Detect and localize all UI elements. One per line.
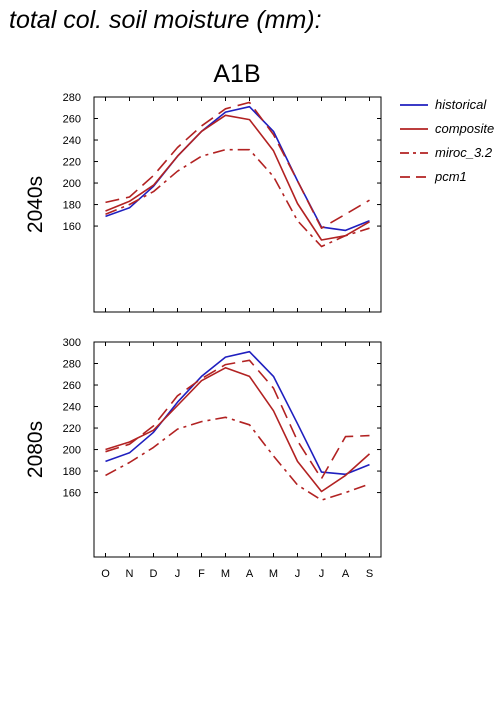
legend-label: pcm1 xyxy=(434,169,467,184)
y-tick-label: 300 xyxy=(63,337,81,349)
y-tick-label: 160 xyxy=(63,221,81,233)
x-tick-label: O xyxy=(101,568,110,580)
y-tick-label: 280 xyxy=(63,92,81,104)
series-line-historical xyxy=(105,105,370,232)
legend-item-miroc-3-2: miroc_3.2 xyxy=(400,145,493,160)
x-tick-label: J xyxy=(295,568,301,580)
y-tick-label: 260 xyxy=(63,114,81,126)
y-tick-label: 260 xyxy=(63,380,81,392)
legend-item-composite: composite xyxy=(400,121,494,136)
y-tick-label: 280 xyxy=(63,359,81,371)
legend-label: composite xyxy=(435,121,494,136)
legend-label: miroc_3.2 xyxy=(435,145,493,160)
chart-title: total col. soil moisture (mm): xyxy=(9,6,322,34)
panel-label: 2080s xyxy=(24,421,47,478)
x-tick-label: N xyxy=(126,568,134,580)
legend-item-historical: historical xyxy=(400,97,487,112)
y-tick-label: 220 xyxy=(63,157,81,169)
series-line-miroc-3-2 xyxy=(105,148,370,248)
scenario-label: A1B xyxy=(213,60,260,88)
x-tick-label: D xyxy=(150,568,158,580)
legend: historical composite miroc_3.2 pcm1 xyxy=(400,97,494,184)
panel-label: 2040s xyxy=(24,176,47,233)
x-tick-label: A xyxy=(342,568,350,580)
x-tick-label: J xyxy=(175,568,181,580)
x-tick-label: M xyxy=(269,568,278,580)
y-tick-label: 220 xyxy=(63,423,81,435)
y-tick-label: 200 xyxy=(63,445,81,457)
series-line-pcm1 xyxy=(105,101,370,229)
x-tick-label: J xyxy=(319,568,325,580)
y-tick-label: 180 xyxy=(63,200,81,212)
panel-2040s: 160 180 200 220 240 260 280 2040s xyxy=(24,92,382,313)
x-tick-label: M xyxy=(221,568,230,580)
x-tick-label: S xyxy=(366,568,373,580)
legend-item-pcm1: pcm1 xyxy=(400,169,467,184)
x-tick-label: A xyxy=(246,568,254,580)
series-line-composite xyxy=(105,366,371,493)
y-tick-label: 180 xyxy=(63,466,81,478)
x-tick-label: F xyxy=(198,568,205,580)
y-tick-label: 240 xyxy=(63,135,81,147)
series-line-composite xyxy=(105,114,370,241)
series-line-miroc-3-2 xyxy=(105,416,370,501)
y-tick-label: 160 xyxy=(63,488,81,500)
plot-frame xyxy=(93,96,382,313)
panels: 160 180 200 220 240 260 280 2040s 160 180 200 220 24… xyxy=(24,92,382,580)
y-tick-label: 200 xyxy=(63,178,81,190)
y-tick-label: 240 xyxy=(63,402,81,414)
series-line-pcm1 xyxy=(105,359,370,480)
panel-2080s: 160 180 200 220 240 260 280 300 O N D J F M A M J J A S 2080… xyxy=(24,337,382,580)
legend-label: historical xyxy=(435,97,487,112)
series-line-historical xyxy=(105,350,370,476)
